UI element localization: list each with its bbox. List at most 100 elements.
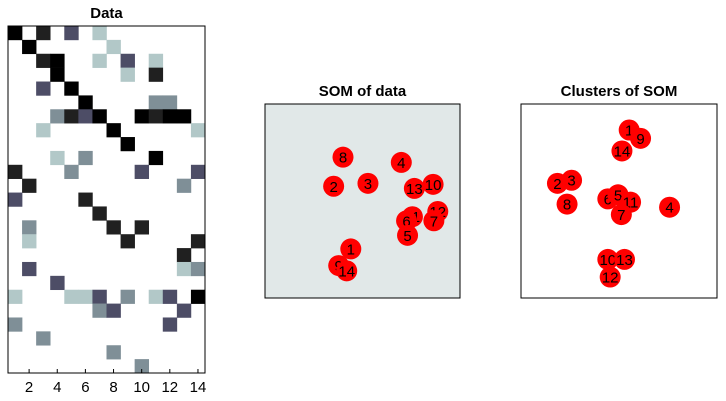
- som-of-data-point-label: 6: [402, 213, 410, 230]
- clusters-of-som-point: 9: [630, 127, 652, 149]
- clusters-of-som-marker: [597, 248, 619, 270]
- heatmap-cell: [106, 303, 121, 318]
- x-tick-label: 10: [133, 379, 150, 396]
- data-heatmap-cells: [8, 26, 206, 374]
- clusters-of-som-point: 14: [611, 140, 633, 162]
- heatmap-cell: [106, 39, 121, 55]
- heatmap-cell: [162, 109, 178, 124]
- heatmap-cell: [162, 289, 178, 304]
- heatmap-cell: [22, 178, 37, 193]
- heatmap-cell: [176, 109, 192, 124]
- heatmap-cell: [36, 81, 51, 96]
- heatmap-cell: [190, 123, 206, 138]
- clusters-of-som-point-label: 2: [553, 176, 561, 193]
- clusters-of-som-marker: [630, 127, 652, 149]
- clusters-of-som-point-label: 1: [625, 122, 633, 139]
- clusters-of-som-point-label: 13: [616, 252, 633, 269]
- som-of-data-point-label: 7: [430, 213, 438, 230]
- som-of-data-point: 3: [357, 172, 379, 194]
- heatmap-cell: [106, 123, 121, 138]
- heatmap-cell: [8, 192, 23, 207]
- clusters-of-som-point: 4: [659, 196, 681, 218]
- heatmap-cell: [50, 67, 65, 82]
- clusters-of-som-point: 8: [556, 193, 578, 215]
- heatmap-cell: [190, 234, 206, 249]
- data-heatmap-title: Data: [90, 5, 123, 22]
- som-of-data-point: 7: [423, 210, 445, 232]
- som-of-data-point-label: 10: [425, 177, 442, 194]
- heatmap-cell: [148, 53, 164, 68]
- heatmap-cell: [148, 289, 164, 304]
- heatmap-cell: [106, 345, 121, 360]
- x-tick-label: 14: [190, 379, 207, 396]
- clusters-of-som-point: 13: [613, 248, 635, 270]
- heatmap-cell: [22, 39, 37, 55]
- heatmap-cell: [190, 261, 206, 277]
- heatmap-cell: [8, 164, 23, 179]
- heatmap-cell: [36, 26, 51, 41]
- heatmap-cell: [120, 289, 135, 304]
- som-of-data-point-label: 3: [364, 176, 372, 193]
- som-of-data-marker: [323, 175, 345, 197]
- clusters-of-som-point-label: 4: [665, 200, 673, 217]
- heatmap-cell: [92, 206, 107, 221]
- data-heatmap-axes-box: [7, 25, 206, 374]
- clusters-of-som-point: 3: [561, 169, 583, 191]
- clusters-of-som-point: 7: [610, 204, 632, 226]
- som-of-data-marker: [340, 238, 362, 260]
- heatmap-cell: [64, 109, 79, 124]
- heatmap-cell: [78, 150, 93, 166]
- som-of-data-point-label: 13: [406, 181, 423, 198]
- heatmap-cell: [176, 261, 192, 277]
- clusters-of-som-point-label: 14: [614, 143, 631, 160]
- heatmap-cell: [120, 67, 135, 82]
- clusters-of-som-marker: [556, 193, 578, 215]
- x-tick-label: 12: [161, 379, 178, 396]
- som-of-data-point-label: 14: [338, 263, 355, 280]
- som-of-data-point: 5: [397, 224, 419, 246]
- clusters-of-som-point-label: 5: [614, 187, 622, 204]
- heatmap-cell: [176, 248, 192, 263]
- heatmap-cell: [8, 289, 23, 304]
- som-of-data-point: 10: [422, 173, 444, 195]
- som-of-data-point-label: 8: [339, 150, 347, 167]
- heatmap-cell: [134, 164, 150, 179]
- x-tick-label: 2: [25, 379, 33, 396]
- clusters-of-som-title: Clusters of SOM: [561, 83, 678, 100]
- som-of-data-title: SOM of data: [319, 83, 407, 100]
- heatmap-cell: [64, 26, 79, 41]
- heatmap-cell: [22, 261, 37, 277]
- som-of-data-point-label: 2: [329, 179, 337, 196]
- clusters-of-som-point: 12: [599, 266, 621, 288]
- heatmap-cell: [36, 331, 51, 346]
- heatmap-cell: [162, 317, 178, 332]
- x-tick-label: 8: [109, 379, 117, 396]
- heatmap-cell: [176, 303, 192, 318]
- heatmap-cell: [134, 109, 150, 124]
- heatmap-cell: [162, 95, 178, 110]
- data-heatmap-x-ticks: 2 4 6 8 10 12 14: [25, 369, 206, 396]
- heatmap-cell: [190, 289, 206, 304]
- heatmap-cell: [148, 67, 164, 82]
- heatmap-cell: [50, 109, 65, 124]
- heatmap-cell: [36, 123, 51, 138]
- som-of-data-point: 4: [390, 151, 412, 173]
- heatmap-cell: [120, 137, 135, 152]
- clusters-of-som-point-label: 12: [602, 270, 619, 287]
- som-of-data-point-label: 4: [397, 155, 405, 172]
- som-of-data-marker: [422, 173, 444, 195]
- som-of-data-marker: [357, 172, 379, 194]
- clusters-of-som-marker: [611, 140, 633, 162]
- heatmap-cell: [64, 81, 79, 96]
- heatmap-cell: [50, 275, 65, 291]
- som-of-data-point-label: 1: [347, 241, 355, 258]
- som-of-data-point: 2: [323, 175, 345, 197]
- clusters-of-som-point: 10: [597, 248, 619, 270]
- heatmap-cell: [148, 95, 164, 110]
- x-tick-label: 4: [53, 379, 61, 396]
- heatmap-cell: [8, 26, 23, 41]
- som-of-data-marker: [390, 151, 412, 173]
- heatmap-cell: [8, 317, 23, 332]
